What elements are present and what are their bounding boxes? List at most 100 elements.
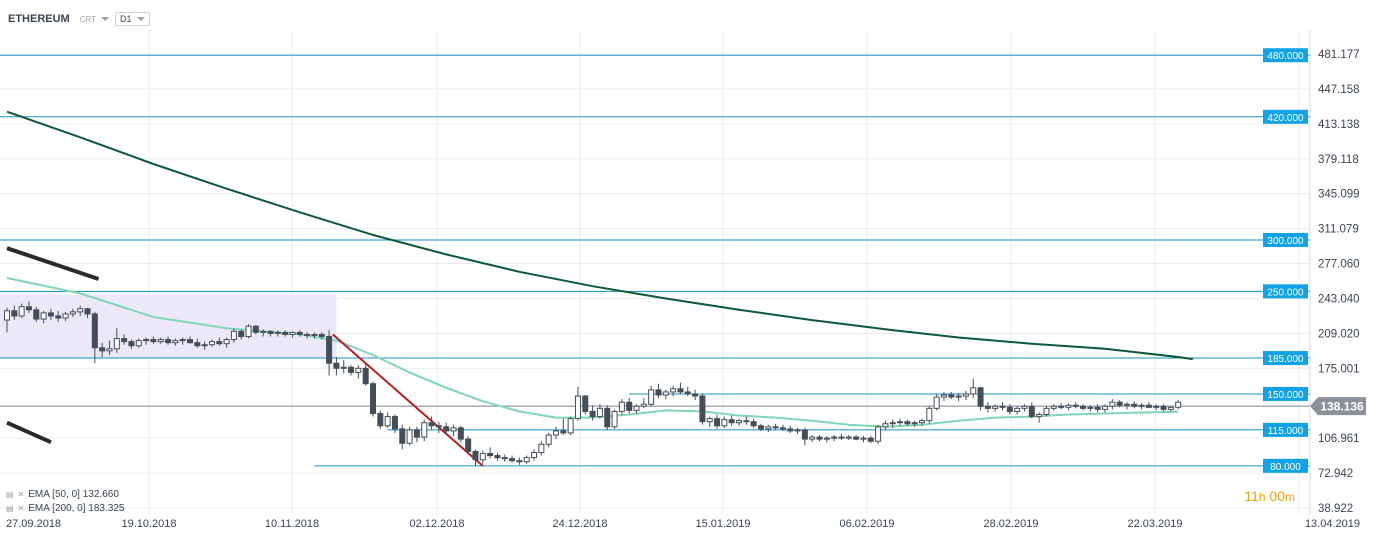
candle-bullish	[172, 338, 179, 346]
candle-body	[194, 342, 201, 347]
candle-body	[501, 457, 508, 460]
candle-bearish	[318, 332, 325, 340]
candle-bearish	[750, 418, 757, 428]
candle-body	[1102, 405, 1108, 410]
candle-bearish	[267, 330, 274, 337]
candle-body	[465, 438, 472, 452]
candle-bearish	[362, 363, 369, 386]
candle-body	[809, 436, 816, 440]
chevron-down-icon	[136, 17, 145, 21]
candle-bullish	[523, 455, 530, 464]
candle-body	[670, 388, 677, 393]
candle-bearish	[55, 310, 62, 323]
candle-bullish	[553, 426, 559, 440]
candle-body	[399, 428, 406, 444]
ema50-line	[6, 277, 1179, 428]
symbol-name[interactable]: ETHEREUM	[8, 13, 70, 25]
candle-bearish	[370, 381, 376, 417]
candle-bullish	[1123, 402, 1130, 410]
candle-body	[25, 306, 32, 311]
candle-body	[11, 310, 18, 317]
candle-bullish	[721, 416, 728, 428]
level-tag-480.000	[1263, 48, 1308, 63]
candle-bearish	[435, 421, 442, 433]
candle-body	[150, 339, 157, 343]
grid-layer	[0, 30, 1310, 515]
level-tag-150.000	[1263, 386, 1308, 401]
level-tag-250.000	[1263, 284, 1308, 299]
level-tag-text: 250.000	[1267, 287, 1304, 298]
candle-body	[99, 347, 106, 352]
candle-body	[611, 410, 618, 428]
candle-body	[940, 394, 947, 398]
level-tag-text: 80.000	[1270, 462, 1301, 473]
chart-type-selector[interactable]: CRT	[80, 15, 110, 24]
candle-bullish	[809, 435, 816, 443]
candle-bullish	[992, 404, 999, 412]
y-axis-tick-label: 311.079	[1318, 224, 1359, 236]
candle-body	[640, 403, 647, 407]
consolidation-zone	[0, 294, 337, 359]
close-icon[interactable]: ✕	[17, 504, 25, 513]
candle-body	[560, 430, 567, 434]
candle-bullish	[201, 341, 208, 350]
candle-bearish	[1058, 403, 1065, 410]
x-axis-tick-label: 27.09.2018	[6, 518, 61, 530]
candle-body	[84, 308, 91, 315]
candle-body	[655, 389, 662, 396]
candle-body	[318, 333, 325, 337]
candle-body	[18, 306, 25, 317]
candle-body	[55, 315, 62, 319]
candle-bearish	[816, 435, 823, 442]
candle-bullish	[1087, 405, 1094, 412]
candle-bearish	[757, 423, 764, 431]
candle-body	[33, 309, 40, 320]
close-icon[interactable]: ✕	[17, 490, 25, 499]
candle-body	[948, 394, 955, 398]
candle-body	[1116, 401, 1123, 406]
candle-bearish	[1094, 404, 1101, 413]
settings-icon[interactable]: ▤	[6, 504, 14, 513]
candle-bullish	[706, 416, 713, 427]
candle-bearish	[1131, 401, 1138, 409]
candle-bearish	[977, 386, 984, 411]
candle-bullish	[157, 337, 164, 344]
x-axis-tick-label: 19.10.2018	[121, 518, 176, 530]
candle-bullish	[662, 389, 669, 400]
candle-body	[882, 423, 889, 428]
candle-body	[1043, 407, 1050, 416]
timeframe-selector[interactable]: D1	[115, 12, 150, 26]
level-tag-80.000	[1263, 458, 1308, 473]
candle-bearish	[838, 434, 845, 441]
candle-bullish	[260, 329, 267, 337]
candle-body	[794, 429, 801, 432]
candle-body	[494, 455, 501, 459]
candle-body	[457, 427, 464, 440]
candle-body	[816, 436, 823, 440]
candle-bullish	[823, 436, 830, 443]
timeframe-label: D1	[120, 14, 132, 24]
current-price-text: 138.136	[1320, 400, 1364, 414]
candle-bullish	[970, 378, 977, 399]
candle-body	[1123, 403, 1130, 406]
candle-body	[216, 341, 223, 345]
chevron-down-icon	[101, 17, 110, 21]
candle-bearish	[457, 425, 464, 443]
x-axis-tick-label: 10.11.2018	[265, 518, 319, 530]
candle-bullish	[648, 385, 655, 407]
candle-body	[970, 387, 977, 395]
candle-body	[926, 407, 933, 422]
candle-bullish	[955, 392, 962, 402]
candle-bearish	[399, 424, 406, 450]
candle-bullish	[545, 432, 552, 448]
candle-body	[479, 453, 486, 461]
settings-icon[interactable]: ▤	[6, 490, 14, 499]
candle-body	[377, 412, 384, 427]
candle-body	[362, 367, 369, 385]
countdown-hours: 11	[1244, 488, 1259, 504]
x-axis-tick-label: 15.01.2019	[695, 518, 750, 530]
candle-bullish	[633, 404, 640, 414]
candle-body	[391, 416, 398, 430]
candle-body	[370, 383, 376, 414]
